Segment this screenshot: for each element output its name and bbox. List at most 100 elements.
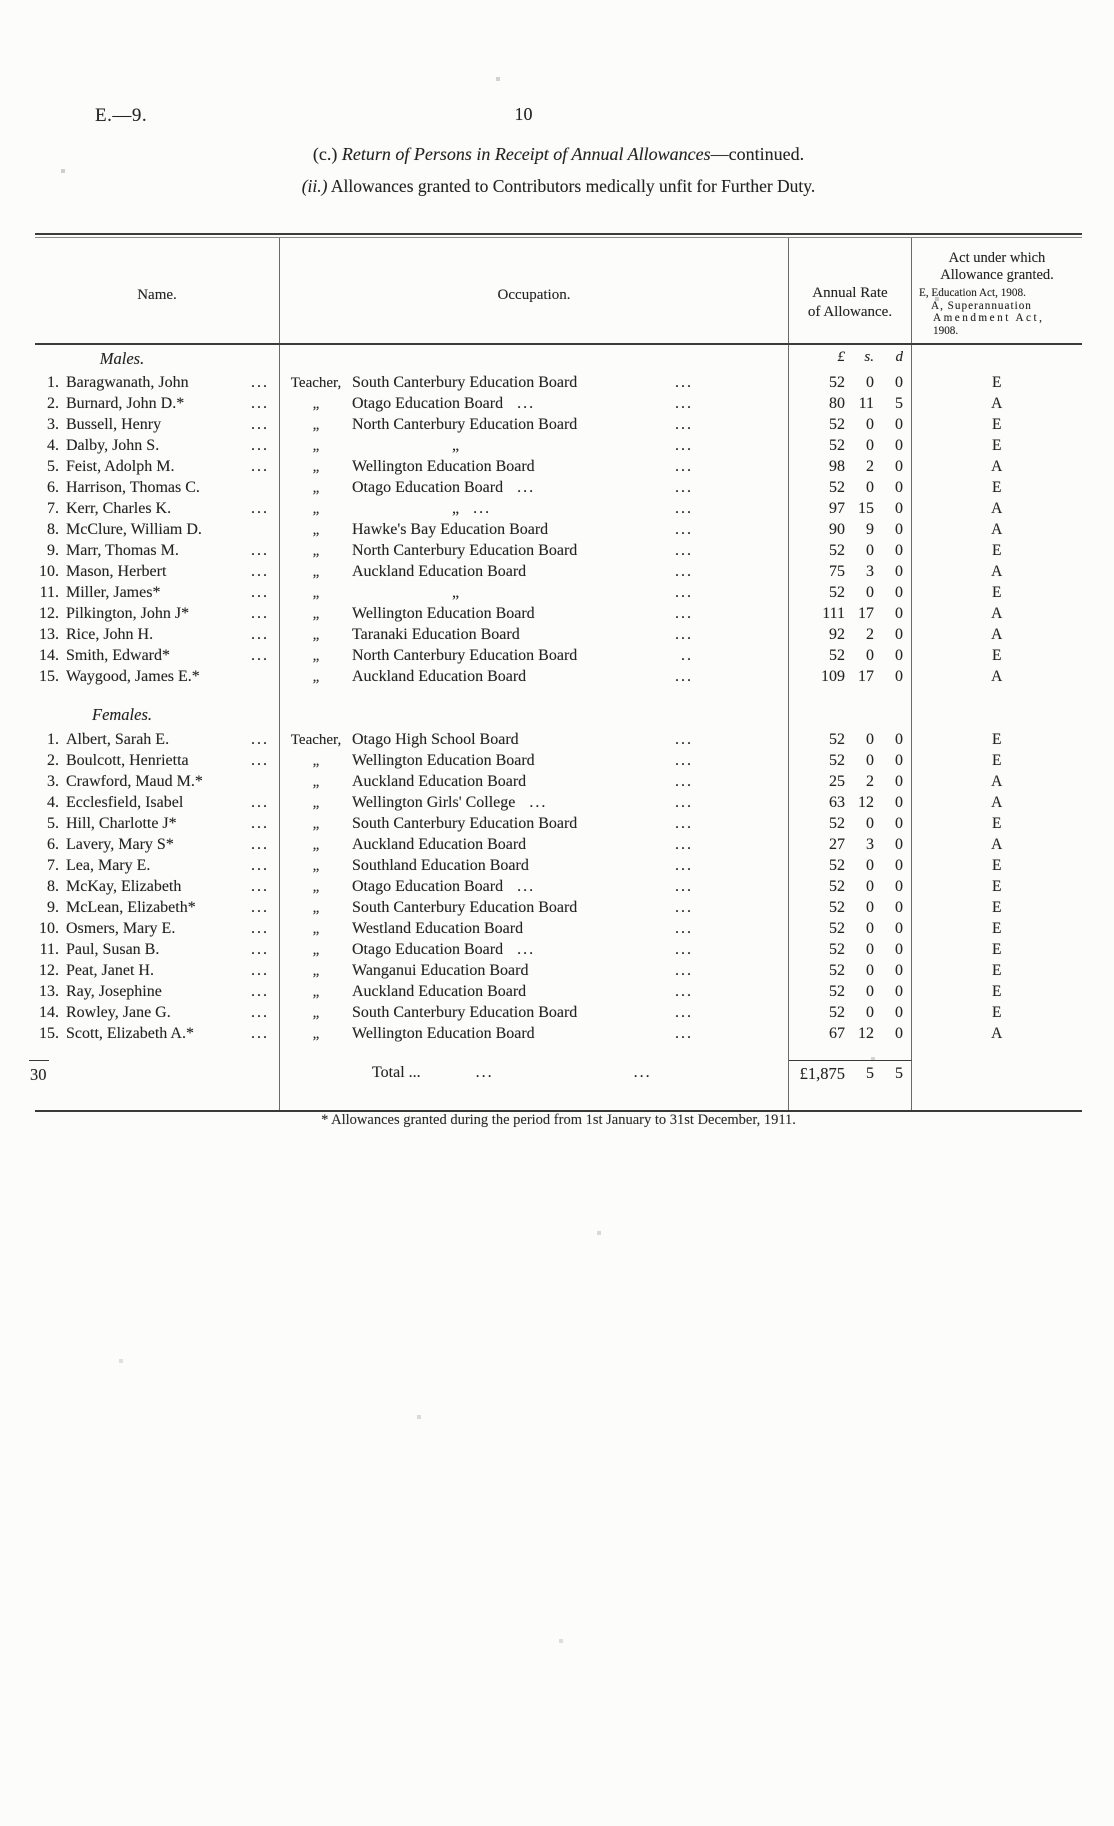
amount-pounds: 52 [829, 731, 845, 748]
row-number: 13. [39, 983, 59, 1000]
person-name: Rice, John H. [66, 626, 154, 643]
col-header-occupation: Occupation. [280, 238, 789, 343]
leader-dots: ... [251, 605, 269, 622]
amount-pounds: 97 [829, 500, 845, 517]
act-code: E [992, 962, 1002, 979]
board-name: Wellington Education Board [352, 752, 535, 769]
table-row: 11. Paul, Susan B.... „ Otago Education Boa… [35, 939, 1082, 960]
leader-dots: ... [475, 1064, 494, 1081]
row-number: 15. [39, 1025, 59, 1042]
leader-dots: ... [675, 668, 693, 685]
amount: 97 15 0 [789, 498, 911, 519]
amount-pence: 0 [895, 668, 903, 685]
table-row: 12. Pilkington, John J*... „ Wellington Edu… [35, 603, 1082, 624]
currency-header-cell: £ s. d [789, 345, 912, 372]
rate-cell: 52 0 0 [789, 540, 912, 561]
row-number: 3. [47, 773, 59, 790]
table-bottom-rule [35, 1110, 1082, 1112]
person-name: McKay, Elizabeth [66, 878, 182, 895]
amount-shillings: 2 [866, 773, 874, 790]
table-row: 14. Smith, Edward*... „ North Canterbury Ed… [35, 645, 1082, 666]
amount: 52 0 0 [789, 372, 911, 393]
amount-shillings: 3 [866, 836, 874, 853]
spacer-cell [280, 345, 789, 372]
occupation-prefix: „ [312, 648, 320, 664]
leader-dots: ... [675, 479, 693, 496]
leader-dots: ... [675, 458, 693, 475]
leader-dots: ... [251, 815, 269, 832]
act-cell: A [912, 666, 1082, 687]
rate-cell: 52 0 0 [789, 981, 912, 1002]
name-cell: 9. Marr, Thomas M.... [35, 540, 280, 561]
amount-pence: 0 [895, 458, 903, 475]
board-name: Hawke's Bay Education Board [352, 521, 549, 538]
act-key-education: E, Education Act, 1908. [919, 287, 1026, 299]
name-cell: 2. Burnard, John D.*... [35, 393, 280, 414]
amount-pence: 0 [895, 920, 903, 937]
amount-pounds: 52 [829, 584, 845, 601]
act-code: E [992, 920, 1002, 937]
amount-shillings: 0 [866, 1004, 874, 1021]
occupation-prefix: „ [312, 921, 320, 937]
occupation-cell: „ Wellington Girls' College...... [280, 792, 789, 813]
table-row: 15. Waygood, James E.* „ Auckland Education… [35, 666, 1082, 687]
act-header-key: E, Education Act, 1908. A, Superannuatio… [912, 287, 1082, 337]
occupation-cell: „ Wanganui Education Board... [280, 960, 789, 981]
spacer-cell [35, 1088, 280, 1110]
leader-dots: ... [675, 1004, 693, 1021]
occupation-prefix: „ [312, 774, 320, 790]
occupation-prefix: „ [312, 459, 320, 475]
spacer-cell [912, 1060, 1082, 1088]
amount-pounds: 111 [822, 605, 845, 622]
person-name: Albert, Sarah E. [66, 731, 170, 748]
section-subtitle: (ii.) Allowances granted to Contributors… [35, 176, 1082, 197]
rate-cell: 27 3 0 [789, 834, 912, 855]
name-cell: 14. Rowley, Jane G.... [35, 1002, 280, 1023]
rate-cell: 52 0 0 [789, 477, 912, 498]
act-code: E [992, 647, 1002, 664]
person-name: McLean, Elizabeth* [66, 899, 196, 916]
amount-shillings: 17 [858, 605, 874, 622]
amount: 52 0 0 [789, 813, 911, 834]
amount-pence: 0 [895, 626, 903, 643]
amount-pounds: 75 [829, 563, 845, 580]
row-number: 13. [39, 626, 59, 643]
amount: 75 3 0 [789, 561, 911, 582]
table-row: 6. Harrison, Thomas C. „ Otago Education Bo… [35, 477, 1082, 498]
act-cell: E [912, 435, 1082, 456]
rate-cell: 52 0 0 [789, 414, 912, 435]
name-cell: 12. Pilkington, John J*... [35, 603, 280, 624]
row-number: 5. [47, 458, 59, 475]
occupation-prefix: Teacher, [290, 375, 342, 391]
amount: 52 0 0 [789, 918, 911, 939]
amount-pence: 0 [895, 542, 903, 559]
act-cell: E [912, 876, 1082, 897]
amount: 52 0 0 [789, 435, 911, 456]
amount-shillings: 0 [866, 962, 874, 979]
act-cell: E [912, 897, 1082, 918]
occupation-prefix: „ [312, 480, 320, 496]
occupation-cell: „ Auckland Education Board... [280, 666, 789, 687]
occupation-cell: „ Otago Education Board...... [280, 477, 789, 498]
amount-pence: 0 [895, 521, 903, 538]
act-cell: E [912, 918, 1082, 939]
board-name: Southland Education Board [352, 857, 529, 874]
table-row: 13. Rice, John H.... „ Taranaki Education B… [35, 624, 1082, 645]
act-cell: E [912, 855, 1082, 876]
leader-dots: ... [675, 563, 693, 580]
act-cell: E [912, 645, 1082, 666]
act-code: A [991, 563, 1003, 580]
amount-pence: 0 [895, 479, 903, 496]
person-name: Hill, Charlotte J* [66, 815, 177, 832]
name-cell: 14. Smith, Edward*... [35, 645, 280, 666]
leader-dots: ... [251, 500, 269, 517]
rate-cell: 67 12 0 [789, 1023, 912, 1044]
person-name: Paul, Susan B. [66, 941, 160, 958]
occupation-prefix: „ [312, 543, 320, 559]
occupation-cell: Teacher, Otago High School Board... [280, 729, 789, 750]
amount: 98 2 0 [789, 456, 911, 477]
occupation-cell: „ Auckland Education Board... [280, 981, 789, 1002]
rate-cell: 92 2 0 [789, 624, 912, 645]
amount-shillings: 0 [866, 920, 874, 937]
name-cell: 8. McClure, William D. [35, 519, 280, 540]
